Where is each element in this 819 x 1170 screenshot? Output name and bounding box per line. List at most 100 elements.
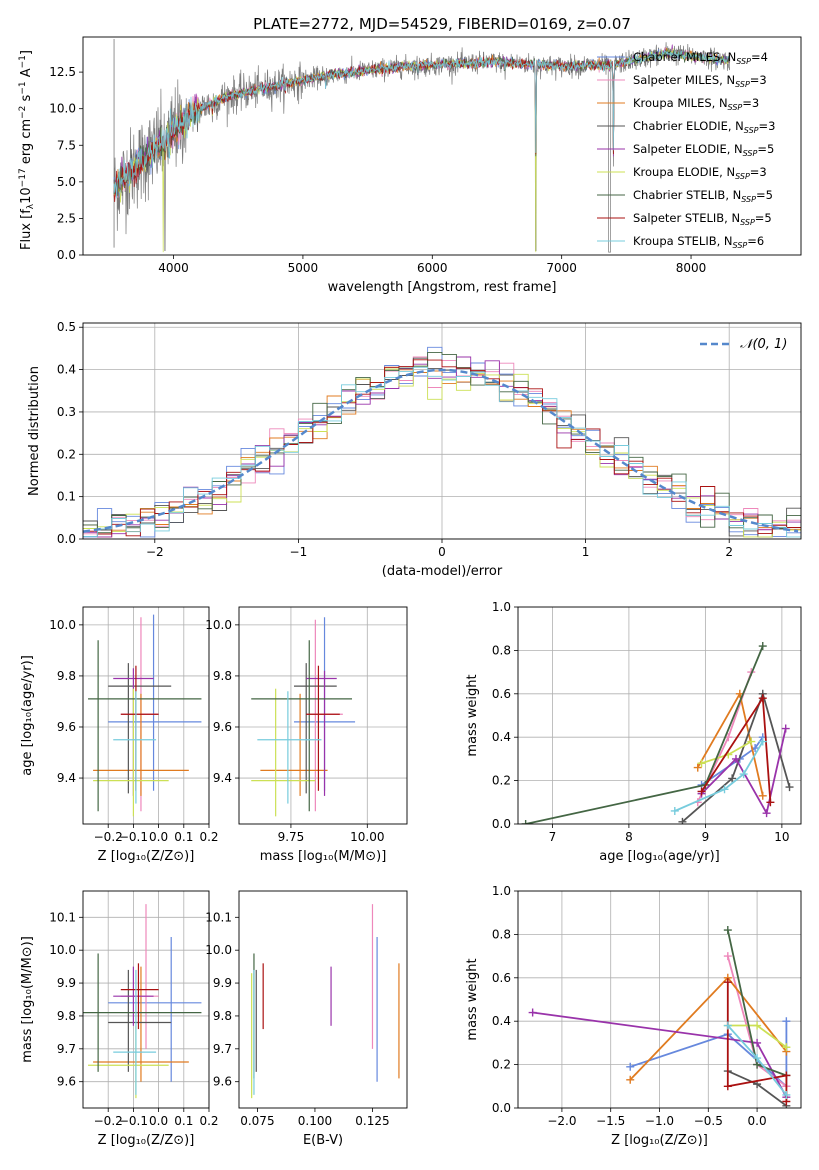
- y-tick-label: 10.1: [205, 910, 232, 924]
- weight-point: [697, 787, 706, 796]
- y-tick-label: 9.4: [213, 771, 232, 785]
- plot-area: [239, 607, 407, 824]
- y-tick-label: 0.6: [492, 687, 511, 701]
- plot-area: [518, 607, 801, 824]
- weight-point: [723, 1021, 732, 1030]
- x-tick-label: 10.00: [350, 830, 384, 844]
- legend-entry: Chabrier STELIB, NSSP=5: [633, 188, 773, 204]
- legend-sub: SSP: [733, 241, 748, 250]
- x-axis-label: (data-model)/error: [382, 564, 503, 579]
- weight-point: [785, 783, 794, 792]
- x-tick-label: 10: [774, 830, 789, 844]
- y-tick-label: 10.0: [49, 618, 76, 632]
- chart-title: PLATE=2772, MJD=54529, FIBERID=0169, z=0…: [253, 15, 631, 33]
- y-tick-label: 10.0: [205, 943, 232, 957]
- y-tick-label: 9.9: [213, 976, 232, 990]
- x-axis-label: E(B-V): [303, 1133, 343, 1148]
- legend-value: =6: [747, 234, 764, 248]
- y-axis-label: Flux [fλ10−17 erg cm−2 s−1 A−1]: [18, 50, 36, 250]
- y-tick-label: 9.8: [57, 669, 76, 683]
- histogram-7: [83, 359, 801, 537]
- weight-point: [723, 978, 732, 987]
- y-tick-label: 0.2: [57, 447, 76, 461]
- axes-frame: [517, 606, 802, 825]
- axes-frame: [517, 890, 802, 1109]
- x-tick-label: 0.1: [174, 1114, 193, 1128]
- y-tick-label: 1.0: [492, 884, 511, 898]
- x-tick-label: 0.075: [240, 1114, 274, 1128]
- x-tick-label: 0.1: [174, 830, 193, 844]
- x-tick-label: 4000: [158, 261, 189, 275]
- weight-line-4: [700, 728, 787, 816]
- weight-point: [781, 724, 790, 733]
- legend-name: Chabrier STELIB, N: [633, 188, 741, 202]
- x-tick-label: 7: [549, 830, 557, 844]
- x-axis-label: Z [log₁₀(Z/Z⊙)]: [611, 1133, 708, 1148]
- legend-sub: SSP: [744, 126, 759, 135]
- y-tick-label: 9.6: [213, 720, 232, 734]
- plot-area: [518, 891, 801, 1108]
- y-axis-label: Normed distribution: [27, 366, 42, 496]
- y-tick-label: 0.3: [57, 405, 76, 419]
- weight-point: [782, 1017, 791, 1026]
- plot-area: [83, 323, 801, 539]
- x-tick-label: 5000: [288, 261, 319, 275]
- residuals-panel: −2 −1 0 1 2 0.0 0.1 0.2 0.3 0.4 0.5 (data-model)/er…: [27, 320, 802, 579]
- y-axis-label: mass [log₁₀(M/M⊙)]: [20, 936, 35, 1063]
- legend-value: =5: [757, 142, 774, 156]
- weight-point: [758, 737, 767, 746]
- normal-curve: [83, 368, 799, 533]
- plot-area: [83, 607, 209, 824]
- x-axis-label: wavelength [Angstrom, rest frame]: [328, 280, 557, 295]
- x-tick-label: 0.0: [149, 830, 168, 844]
- legend-value: =5: [756, 188, 773, 202]
- legend-value: =3: [759, 119, 776, 133]
- y-tick-label: 0.8: [492, 927, 511, 941]
- axes-frame: [82, 890, 210, 1109]
- legend-sub: SSP: [743, 149, 758, 158]
- weight-point: [762, 809, 771, 818]
- y-tick-label: 0.4: [492, 1014, 511, 1028]
- y-label-part: λ: [26, 203, 36, 209]
- x-tick-label: 6000: [417, 261, 448, 275]
- x-tick-label: 9.75: [278, 830, 305, 844]
- legend-value: =4: [751, 50, 768, 64]
- age_vs_Z-panel: −0.2−0.1 0.0 0.1 0.2 9.4 9.6 9.8 10.0 Z [log₁₀(Z…: [20, 606, 219, 864]
- legend-entry: Chabrier MILES, NSSP=4: [633, 50, 768, 66]
- x-tick-label: −1.0: [645, 1114, 674, 1128]
- weight-line-7: [726, 982, 788, 1102]
- y-tick-label: 0.5: [57, 320, 76, 334]
- legend-sub: SSP: [740, 218, 755, 227]
- y-tick-label: 9.6: [213, 1075, 232, 1089]
- weight-point: [758, 791, 767, 800]
- legend-sub: SSP: [728, 103, 743, 112]
- y-tick-label: 0.0: [492, 817, 511, 831]
- x-tick-label: 0.2: [199, 1114, 218, 1128]
- legend-sub: SSP: [735, 80, 750, 89]
- weight-point: [626, 1062, 635, 1071]
- y-tick-label: 0.6: [492, 971, 511, 985]
- axes-frame: [238, 890, 408, 1109]
- weight-point: [697, 759, 706, 768]
- weight-line-8: [674, 741, 764, 812]
- y-tick-label: 0.0: [57, 248, 76, 262]
- model-spectrum-8: [113, 49, 730, 199]
- legend-name: Salpeter STELIB, N: [633, 211, 740, 225]
- weight-point: [782, 1043, 791, 1052]
- y-tick-label: 9.7: [213, 1042, 232, 1056]
- mass_vs_Z-panel: −0.2−0.1 0.0 0.1 0.2 9.6 9.7 9.8 9.9 10.0 10.1 Z […: [20, 890, 219, 1148]
- x-axis-label: mass [log₁₀(M/M⊙)]: [260, 849, 387, 864]
- legend-sub: SSP: [741, 195, 756, 204]
- axes-frame: [238, 606, 408, 825]
- axes-frame: [82, 322, 802, 540]
- x-tick-label: 2: [725, 545, 733, 559]
- legend-value: =3: [750, 73, 767, 87]
- y-tick-label: 10.0: [49, 102, 76, 116]
- x-axis-label: Z [log₁₀(Z/Z⊙)]: [98, 849, 195, 864]
- y-tick-label: 0.2: [492, 774, 511, 788]
- weight-point: [693, 763, 702, 772]
- massweight_vs_age-panel: 7 8 9 10 0.0 0.2 0.4 0.6 0.8 1.0 age [log₁₀(age/yr…: [465, 600, 802, 864]
- y-label-part: −17: [18, 168, 28, 187]
- mass_vs_ebv-panel: 0.075 0.100 0.125 9.6 9.7 9.8 9.9 10.0 10.1 E(B-V…: [205, 890, 408, 1148]
- y-label-part: Flux [f: [19, 209, 34, 250]
